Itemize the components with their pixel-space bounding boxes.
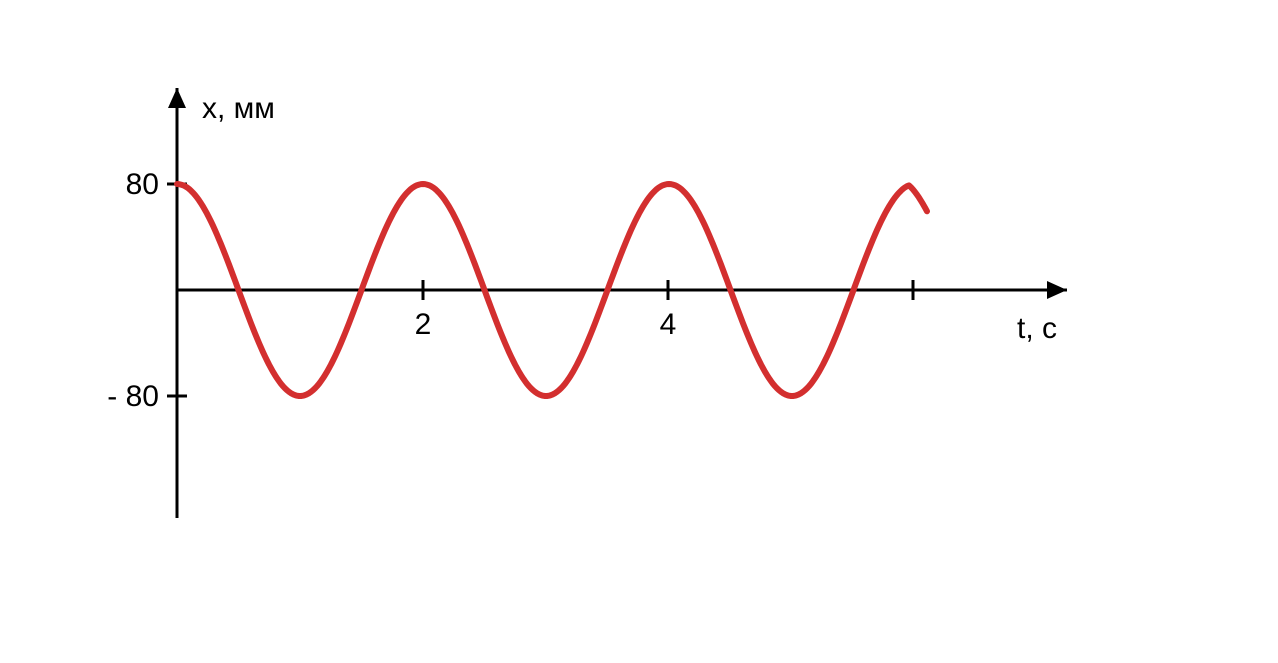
x-axis-label: t, c <box>1017 312 1057 345</box>
y-axis-label: x, мм <box>202 92 275 125</box>
oscillation-chart: 2 4 t, c 80 - 80 x, мм <box>0 0 1278 663</box>
y-tick-label: - 80 <box>107 380 159 413</box>
x-tick-label: 4 <box>660 308 677 341</box>
y-tick-label: 80 <box>126 168 159 201</box>
x-tick-label: 2 <box>415 308 432 341</box>
chart-container: 2 4 t, c 80 - 80 x, мм <box>0 0 1278 663</box>
y-axis-arrow <box>168 88 186 108</box>
x-axis-arrow <box>1047 281 1067 299</box>
